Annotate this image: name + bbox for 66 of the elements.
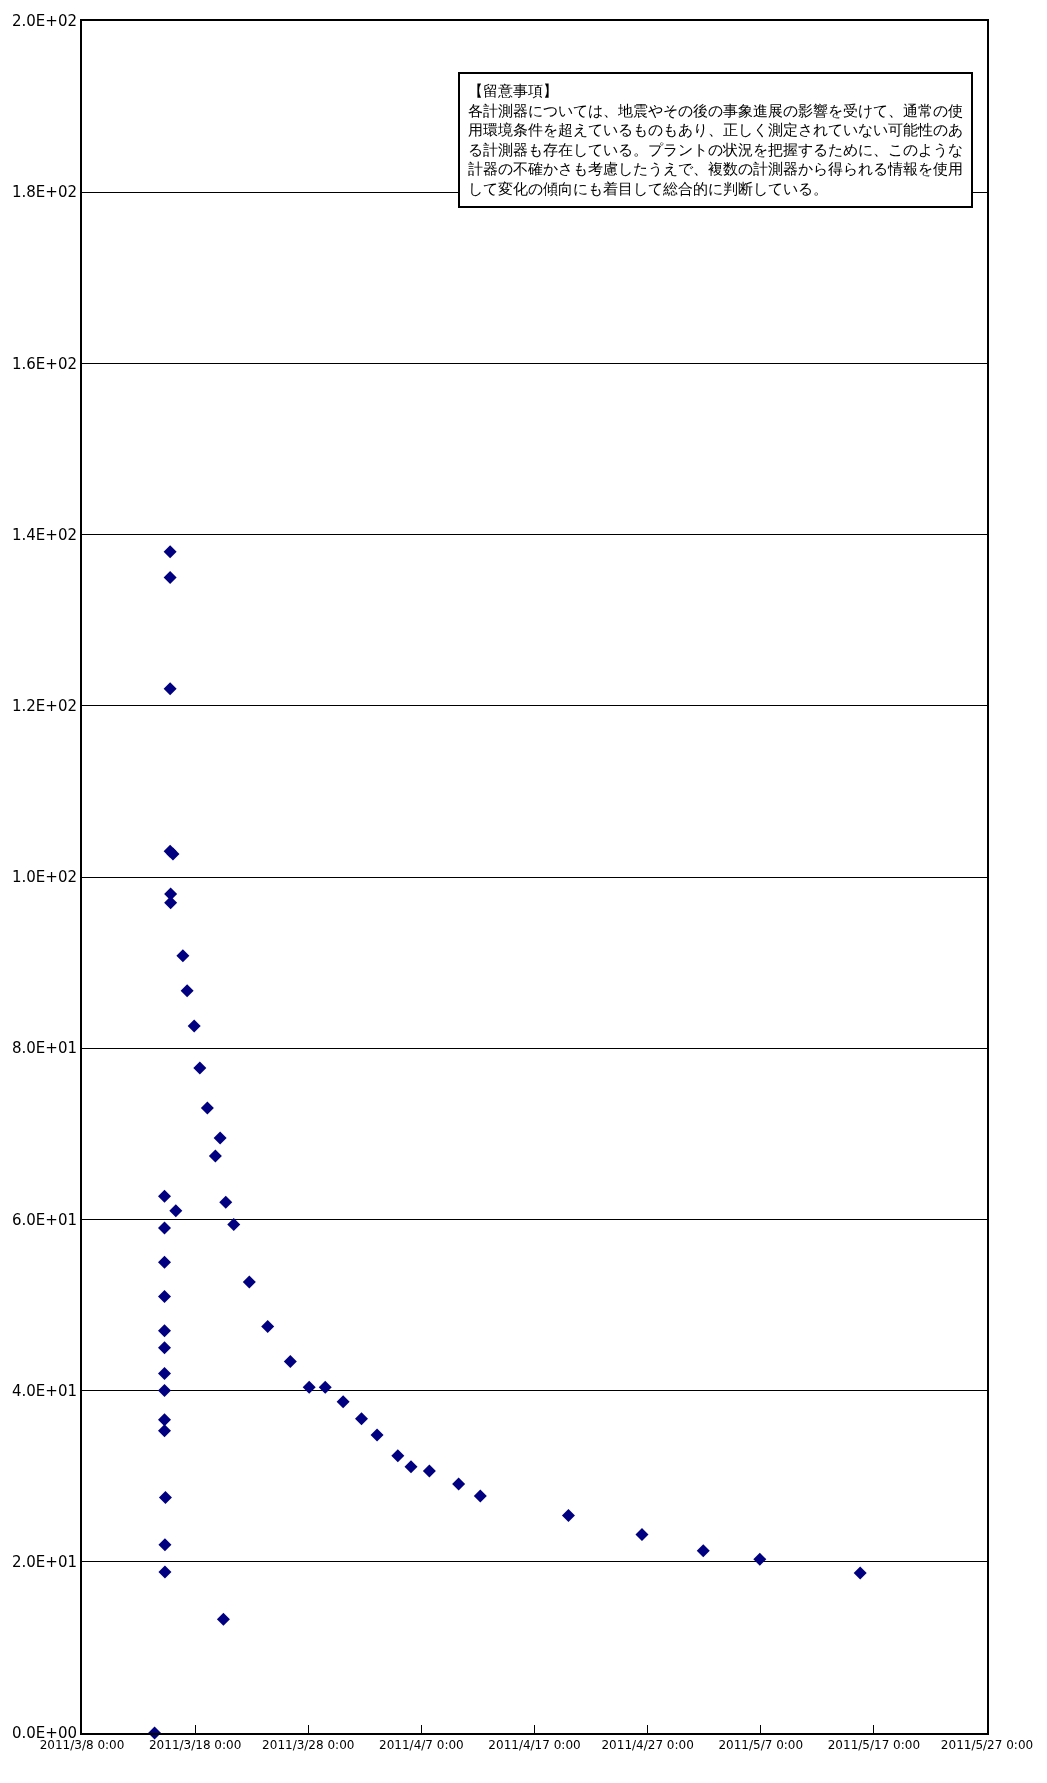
x-tick-label: 2011/4/7 0:00 — [379, 1738, 464, 1753]
y-tick-label: 4.0E+01 — [12, 1381, 77, 1400]
x-tick-label: 2011/4/27 0:00 — [601, 1738, 694, 1753]
point — [422, 1464, 436, 1478]
point — [158, 1565, 172, 1579]
point — [163, 682, 177, 696]
point — [452, 1477, 466, 1491]
point — [404, 1460, 418, 1474]
point — [157, 1289, 171, 1303]
point — [176, 949, 190, 963]
point — [283, 1355, 297, 1368]
point — [180, 984, 194, 998]
point — [336, 1395, 350, 1409]
point — [157, 1413, 171, 1427]
point — [216, 1612, 230, 1626]
point — [163, 570, 177, 584]
y-tick-label: 1.6E+02 — [12, 354, 77, 373]
point — [157, 1324, 171, 1338]
point — [157, 1221, 171, 1235]
point — [200, 1101, 214, 1115]
point — [219, 1195, 233, 1209]
point — [753, 1552, 767, 1566]
x-tick-label: 2011/3/18 0:00 — [148, 1738, 242, 1753]
x-tick-label: 2011/5/7 0:00 — [718, 1738, 804, 1753]
point — [158, 1491, 172, 1505]
point — [391, 1449, 405, 1463]
point — [853, 1566, 867, 1580]
point — [561, 1509, 575, 1523]
point — [193, 1061, 207, 1075]
y-tick-label: 1.0E+02 — [12, 868, 77, 887]
point — [213, 1131, 227, 1145]
annotation: 各計測器については、地震やその後の事象進展の影響を受けて、通常の使用環境条件を超えているものもあり、正しく測定されていない可能性のある計測器も存在している。プラントの状況を把握するために、このような計器の不確かさも考慮したうえで、複数の計測器から得られる情報を使用して変化の傾向にも着目して総合的に判断している。 — [468, 101, 963, 198]
y-tick-label: 2.0E+01 — [12, 1553, 77, 1572]
y-tick-label: 1.2E+02 — [12, 697, 77, 716]
x-tick-label: 2011/4/17 0:00 — [488, 1738, 581, 1753]
point — [370, 1428, 384, 1442]
point — [157, 1424, 171, 1438]
x-tick-label: 2011/5/17 0:00 — [827, 1738, 921, 1753]
point — [242, 1275, 256, 1289]
y-tick-label: 6.0E+01 — [12, 1210, 77, 1229]
point — [163, 545, 177, 559]
x-tick-label: 2011/3/28 0:00 — [262, 1738, 355, 1753]
point — [164, 896, 178, 910]
point — [208, 1149, 222, 1163]
point — [157, 1255, 171, 1269]
point — [157, 1341, 171, 1355]
y-tick-label: 2.0E+02 — [12, 12, 77, 31]
y-tick-label: 1.4E+02 — [12, 525, 77, 544]
point — [696, 1544, 710, 1558]
annotation: 【留意事項】 — [468, 82, 558, 100]
point — [318, 1380, 332, 1394]
point — [635, 1527, 649, 1541]
point — [157, 1384, 171, 1398]
point — [302, 1380, 316, 1394]
point — [355, 1412, 369, 1426]
point — [261, 1319, 275, 1333]
y-tick-label: 1.8E+02 — [12, 183, 77, 202]
point — [158, 1538, 172, 1552]
x-tick-label: 2011/5/27 0:00 — [940, 1738, 1034, 1753]
point — [157, 1366, 171, 1380]
point — [187, 1019, 201, 1033]
point — [227, 1218, 241, 1232]
y-tick-label: 8.0E+01 — [12, 1039, 77, 1058]
point — [473, 1489, 487, 1503]
point — [169, 1204, 183, 1218]
point — [157, 1189, 171, 1203]
